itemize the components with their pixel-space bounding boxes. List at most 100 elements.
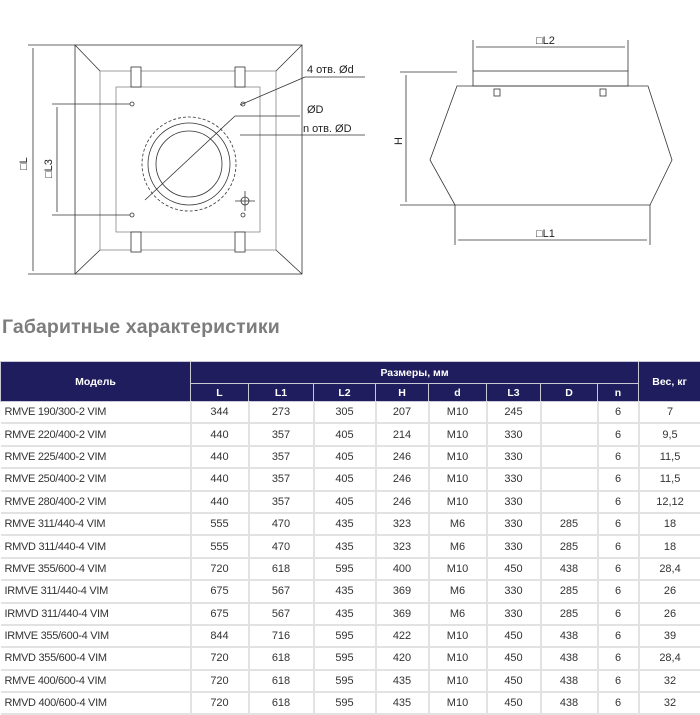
cell-model: RMVE 355/600-4 VIM xyxy=(1,558,191,580)
cell-d: M10 xyxy=(429,625,487,647)
cell-model: RMVE 225/400-2 VIM xyxy=(1,446,191,468)
cell-weight: 18 xyxy=(639,535,700,557)
header-weight: Вес, кг xyxy=(639,362,700,402)
cell-model: RMVE 311/440-4 VIM xyxy=(1,513,191,535)
cell-l: 720 xyxy=(191,670,249,692)
cell-d: 438 xyxy=(541,670,598,692)
cell-d: 438 xyxy=(541,558,598,580)
cell-model: IRMVE 311/440-4 VIM xyxy=(1,580,191,602)
cell-n: 6 xyxy=(598,491,639,513)
cell-model: RMVE 190/300-2 VIM xyxy=(1,402,191,424)
cell-d: M6 xyxy=(429,513,487,535)
cell-l: 720 xyxy=(191,647,249,669)
label-L1: □L1 xyxy=(536,228,555,240)
cell-l2: 405 xyxy=(314,468,376,490)
label-holes-n-D: n отв. ØD xyxy=(303,123,352,135)
cell-h: 323 xyxy=(376,535,429,557)
cell-weight: 11,5 xyxy=(639,446,700,468)
side-view-drawing xyxy=(400,40,672,245)
cell-n: 6 xyxy=(598,513,639,535)
cell-n: 6 xyxy=(598,446,639,468)
cell-weight: 9,5 xyxy=(639,423,700,445)
cell-l3: 330 xyxy=(487,491,541,513)
cell-d: M10 xyxy=(429,647,487,669)
cell-l1: 357 xyxy=(249,491,314,513)
cell-l2: 595 xyxy=(314,558,376,580)
cell-l3: 330 xyxy=(487,603,541,625)
cell-n: 6 xyxy=(598,468,639,490)
cell-h: 246 xyxy=(376,468,429,490)
cell-l1: 618 xyxy=(249,670,314,692)
cell-n: 6 xyxy=(598,603,639,625)
cell-model: IRMVD 311/440-4 VIM xyxy=(1,603,191,625)
cell-weight: 7 xyxy=(639,402,700,424)
cell-d: M10 xyxy=(429,446,487,468)
cell-weight: 26 xyxy=(639,580,700,602)
cell-model: RMVD 400/600-4 VIM xyxy=(1,692,191,714)
cell-l1: 567 xyxy=(249,603,314,625)
cell-h: 207 xyxy=(376,402,429,424)
cell-h: 246 xyxy=(376,491,429,513)
label-D: ØD xyxy=(307,104,324,116)
cell-weight: 18 xyxy=(639,513,700,535)
cell-d: 438 xyxy=(541,625,598,647)
cell-h: 435 xyxy=(376,670,429,692)
cell-weight: 26 xyxy=(639,603,700,625)
header-dimensions: Размеры, мм xyxy=(191,362,639,384)
section-title: Габаритные характеристики xyxy=(2,316,280,339)
cell-weight: 11,5 xyxy=(639,468,700,490)
cell-l3: 330 xyxy=(487,513,541,535)
cell-n: 6 xyxy=(598,580,639,602)
cell-l2: 595 xyxy=(314,670,376,692)
cell-l1: 357 xyxy=(249,446,314,468)
cell-model: RMVE 250/400-2 VIM xyxy=(1,468,191,490)
cell-model: RMVE 220/400-2 VIM xyxy=(1,423,191,445)
cell-l2: 595 xyxy=(314,625,376,647)
cell-h: 435 xyxy=(376,692,429,714)
cell-h: 323 xyxy=(376,513,429,535)
cell-l3: 330 xyxy=(487,580,541,602)
cell-d: 438 xyxy=(541,692,598,714)
cell-d: M10 xyxy=(429,402,487,424)
cell-n: 6 xyxy=(598,558,639,580)
dimension-drawings: □L □L3 4 отв. Ød ØD n отв. ØD □L2 H □L1 xyxy=(0,0,700,300)
cell-l: 440 xyxy=(191,423,249,445)
cell-d: 285 xyxy=(541,603,598,625)
cell-l1: 470 xyxy=(249,513,314,535)
cell-d xyxy=(541,491,598,513)
cell-model: IRMVE 355/600-4 VIM xyxy=(1,625,191,647)
cell-n: 6 xyxy=(598,670,639,692)
cell-d: M6 xyxy=(429,535,487,557)
cell-d: M10 xyxy=(429,558,487,580)
cell-model: RMVE 280/400-2 VIM xyxy=(1,491,191,513)
cell-n: 6 xyxy=(598,625,639,647)
cell-l1: 357 xyxy=(249,468,314,490)
cell-d: M10 xyxy=(429,670,487,692)
cell-l3: 330 xyxy=(487,446,541,468)
cell-l: 555 xyxy=(191,535,249,557)
cell-weight: 39 xyxy=(639,625,700,647)
label-L3: □L3 xyxy=(43,159,55,178)
header-col-l2: L2 xyxy=(314,384,376,402)
cell-d: 285 xyxy=(541,513,598,535)
cell-n: 6 xyxy=(598,402,639,424)
cell-l: 844 xyxy=(191,625,249,647)
cell-l3: 330 xyxy=(487,535,541,557)
cell-l2: 305 xyxy=(314,402,376,424)
cell-l3: 245 xyxy=(487,402,541,424)
cell-h: 420 xyxy=(376,647,429,669)
cell-l1: 618 xyxy=(249,692,314,714)
cell-d: M6 xyxy=(429,603,487,625)
cell-model: RMVD 311/440-4 VIM xyxy=(1,535,191,557)
cell-weight: 32 xyxy=(639,670,700,692)
cell-h: 246 xyxy=(376,446,429,468)
cell-l2: 435 xyxy=(314,603,376,625)
cell-l2: 435 xyxy=(314,535,376,557)
